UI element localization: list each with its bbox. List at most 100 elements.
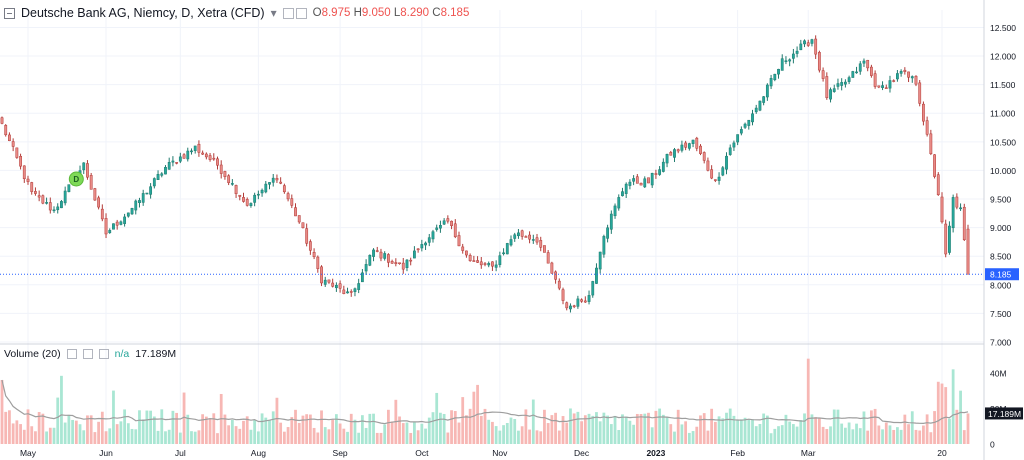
volume-close-icon[interactable] — [98, 349, 109, 359]
volume-bar — [249, 429, 253, 444]
volume-bar — [843, 427, 847, 444]
volume-bar — [784, 414, 788, 444]
volume-bar — [810, 414, 814, 444]
volume-bar — [743, 417, 747, 444]
candle-body — [30, 182, 34, 192]
volume-axis[interactable]: 40M20M017.189M — [985, 368, 1023, 450]
candle-body — [922, 103, 925, 122]
candle-body — [498, 255, 502, 265]
volume-bar — [676, 409, 680, 444]
volume-bar — [870, 410, 873, 444]
volume-bar — [175, 412, 179, 444]
volume-bar — [732, 415, 736, 444]
volume-bar — [312, 427, 316, 444]
signal-marker-circle[interactable] — [68, 171, 84, 187]
volume-bar — [840, 423, 844, 444]
candle-body — [572, 305, 576, 308]
candle-body — [777, 68, 780, 75]
volume-bar — [502, 425, 505, 444]
volume-bar — [613, 415, 617, 444]
candle-body — [699, 145, 702, 154]
symbol-title[interactable]: Deutsche Bank AG, Niemcy, D, Xetra (CFD) — [21, 6, 265, 20]
candle-body — [606, 227, 610, 239]
volume-last-label: 17.189M — [988, 409, 1021, 419]
candle-body — [806, 42, 810, 46]
candle-body — [186, 150, 190, 160]
volume-bar — [253, 420, 257, 444]
candle-body — [476, 260, 479, 263]
candle-body — [554, 271, 557, 280]
candle-body — [580, 299, 584, 302]
volume-bar — [446, 432, 450, 444]
candle-body — [431, 231, 435, 240]
volume-bar — [509, 417, 513, 444]
volume-bar — [260, 413, 264, 444]
volume-bar — [769, 433, 773, 444]
volume-bar — [557, 430, 561, 444]
candle-body — [338, 283, 342, 289]
volume-bar — [550, 415, 554, 444]
volume-bar — [609, 424, 613, 444]
volume-bar — [74, 420, 78, 444]
candle-body — [821, 70, 825, 79]
price-tick-label: 9.500 — [990, 195, 1012, 205]
volume-bar — [78, 424, 82, 444]
candle-body — [346, 291, 349, 294]
signal-marker[interactable]: D — [68, 171, 84, 187]
volume-bar — [873, 408, 877, 444]
candle-body — [710, 169, 714, 179]
volume-settings-icon[interactable] — [82, 349, 93, 359]
candle-body — [513, 234, 517, 239]
volume-bar — [190, 431, 193, 444]
chevron-down-icon[interactable]: ▾ — [270, 6, 277, 20]
price-axis[interactable]: 12.500 12.000 11.500 11.000 10.500 10.000 9.50… — [985, 23, 1019, 348]
candle-body — [517, 232, 520, 237]
volume-bar — [305, 414, 309, 444]
candle-body — [829, 89, 832, 100]
candle-body — [453, 223, 457, 238]
price-tick-label: 10.000 — [990, 166, 1016, 176]
volume-bar — [795, 426, 799, 444]
candle-body — [758, 100, 762, 111]
volume-bar — [899, 429, 903, 444]
ohlc-readout: O8.975 H9.050 L8.290 C8.185 — [313, 7, 470, 19]
candle-body — [130, 208, 134, 215]
volume-bar — [539, 431, 543, 444]
volume-visibility-icon[interactable] — [66, 349, 77, 359]
candle-body — [193, 145, 197, 151]
candle-body — [896, 73, 899, 80]
volume-bar — [435, 392, 439, 444]
volume-bar — [89, 415, 93, 444]
volume-bar — [67, 414, 71, 444]
candle-body — [197, 143, 201, 153]
volume-bar — [282, 431, 286, 444]
candle-body — [465, 250, 468, 256]
candle-body — [546, 252, 550, 264]
volume-bar — [936, 381, 940, 444]
candle-body — [639, 182, 643, 186]
candle-body — [877, 85, 881, 88]
volume-bar — [442, 413, 446, 444]
volume-bar — [22, 429, 26, 444]
candle-body — [256, 193, 260, 196]
candle-body — [565, 302, 569, 309]
candle-body — [401, 262, 405, 270]
price-tick-label: 11.500 — [990, 80, 1016, 90]
candle-body — [208, 155, 212, 160]
collapse-icon[interactable] — [4, 7, 15, 19]
volume-bar — [37, 412, 41, 444]
candle-body — [383, 253, 387, 259]
volume-bar — [922, 425, 925, 444]
time-axis[interactable]: May Jun Jul Aug Sep Oct Nov Dec 2023 Feb Mar 20 — [20, 448, 947, 458]
candle-body — [223, 171, 227, 177]
volume-bar — [591, 415, 595, 444]
volume-title[interactable]: Volume (20) — [4, 348, 61, 360]
volume-bar — [297, 422, 301, 444]
settings-square-icon[interactable] — [282, 7, 294, 19]
volume-bar — [320, 410, 323, 444]
candle-body — [34, 191, 37, 194]
candle-body — [892, 80, 896, 82]
hide-square-icon[interactable] — [295, 7, 307, 19]
volume-bar — [572, 413, 576, 444]
